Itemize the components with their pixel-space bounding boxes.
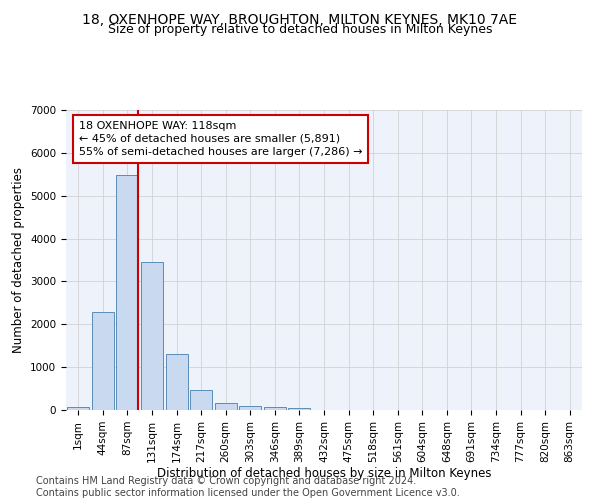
X-axis label: Distribution of detached houses by size in Milton Keynes: Distribution of detached houses by size … <box>157 468 491 480</box>
Bar <box>264 407 286 410</box>
Bar <box>116 175 139 410</box>
Text: 18 OXENHOPE WAY: 118sqm
← 45% of detached houses are smaller (5,891)
55% of semi: 18 OXENHOPE WAY: 118sqm ← 45% of detache… <box>79 120 362 157</box>
Bar <box>190 390 212 410</box>
Bar <box>289 408 310 410</box>
Bar <box>239 406 262 410</box>
Text: 18, OXENHOPE WAY, BROUGHTON, MILTON KEYNES, MK10 7AE: 18, OXENHOPE WAY, BROUGHTON, MILTON KEYN… <box>83 12 517 26</box>
Bar <box>67 407 89 410</box>
Bar <box>166 354 188 410</box>
Y-axis label: Number of detached properties: Number of detached properties <box>11 167 25 353</box>
Bar <box>92 312 114 410</box>
Text: Contains HM Land Registry data © Crown copyright and database right 2024.
Contai: Contains HM Land Registry data © Crown c… <box>36 476 460 498</box>
Text: Size of property relative to detached houses in Milton Keynes: Size of property relative to detached ho… <box>108 22 492 36</box>
Bar <box>215 404 237 410</box>
Bar <box>141 262 163 410</box>
